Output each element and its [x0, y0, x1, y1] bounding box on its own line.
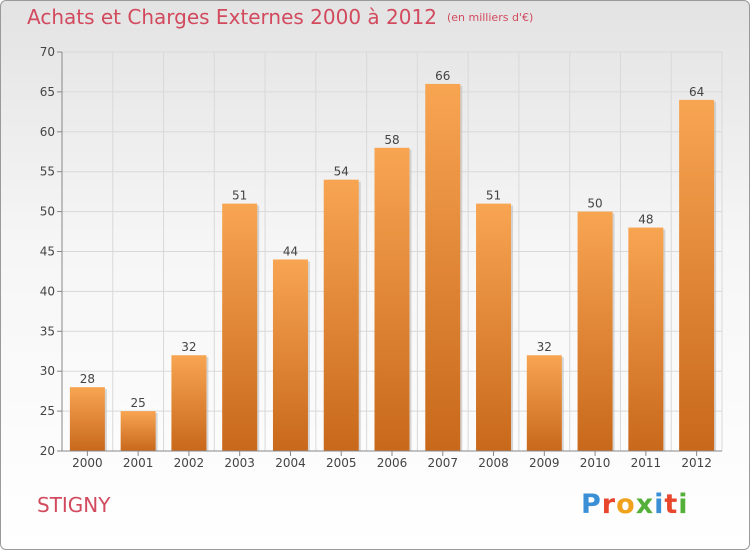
bar	[272, 259, 308, 451]
bar	[171, 355, 207, 451]
x-tick-label: 2012	[681, 456, 712, 470]
bars: 28 25 32 51 44 54 58 66 51 32 50 48 64	[69, 69, 717, 452]
y-tick-label: 50	[40, 205, 55, 219]
bar	[323, 179, 359, 451]
bar-value-label: 28	[80, 372, 95, 386]
bar	[679, 99, 715, 451]
chart-title: Achats et Charges Externes 2000 à 2012 (e…	[27, 5, 533, 29]
y-tick-label: 55	[40, 165, 55, 179]
bar	[120, 411, 156, 451]
x-tick-label: 2003	[224, 456, 255, 470]
logo-letter: o	[616, 489, 636, 520]
x-tick-label: 2000	[72, 456, 103, 470]
y-tick-label: 35	[40, 324, 55, 338]
y-tick-label: 30	[40, 364, 55, 378]
bar	[628, 227, 664, 451]
logo-letter: i	[654, 489, 665, 520]
commune-name: STIGNY	[37, 493, 111, 517]
proxiti-logo: Proxiti	[581, 489, 689, 520]
logo-letter: P	[581, 489, 602, 520]
bar-value-label: 32	[181, 340, 196, 354]
bar-value-label: 64	[689, 85, 704, 99]
chart-title-text: Achats et Charges Externes 2000 à 2012	[27, 5, 437, 29]
bar-value-label: 32	[537, 340, 552, 354]
y-tick-label: 70	[40, 45, 55, 59]
y-tick-label: 65	[40, 85, 55, 99]
x-tick-label: 2004	[275, 456, 306, 470]
x-tick-label: 2001	[123, 456, 154, 470]
bar-value-label: 25	[131, 396, 146, 410]
axes: 20 25 30 35 40 45 50 55 60 65 70 2000 2001 2002 2003 20…	[40, 45, 722, 470]
x-tick-label: 2006	[377, 456, 408, 470]
y-tick-label: 60	[40, 125, 55, 139]
y-tick-label: 20	[40, 444, 55, 458]
x-tick-label: 2007	[427, 456, 458, 470]
y-tick-label: 40	[40, 284, 55, 298]
x-tick-label: 2010	[580, 456, 611, 470]
y-tick-label: 45	[40, 245, 55, 259]
bar	[425, 83, 461, 452]
bar	[577, 211, 613, 451]
bar-value-label: 66	[435, 69, 450, 83]
bar-value-label: 51	[232, 189, 247, 203]
logo-letter: t	[664, 489, 679, 520]
y-tick-label: 25	[40, 404, 55, 418]
x-tick-label: 2011	[631, 456, 662, 470]
x-tick-label: 2002	[174, 456, 205, 470]
bar	[476, 203, 512, 451]
x-tick-label: 2008	[478, 456, 509, 470]
logo-letter: r	[601, 489, 617, 520]
bar-value-label: 51	[486, 189, 501, 203]
bar-value-label: 54	[334, 165, 349, 179]
logo-letter: i	[678, 489, 689, 520]
bar-value-label: 58	[384, 133, 399, 147]
x-tick-label: 2009	[529, 456, 560, 470]
bar-value-label: 50	[587, 197, 602, 211]
bar-value-label: 44	[283, 244, 298, 258]
x-tick-label: 2005	[326, 456, 357, 470]
bar	[222, 203, 258, 451]
bar	[526, 355, 562, 451]
bar-value-label: 48	[638, 213, 653, 227]
bar	[374, 147, 410, 451]
chart-unit: (en milliers d'€)	[446, 11, 534, 24]
bar	[69, 387, 105, 451]
logo-letter: x	[635, 489, 655, 520]
